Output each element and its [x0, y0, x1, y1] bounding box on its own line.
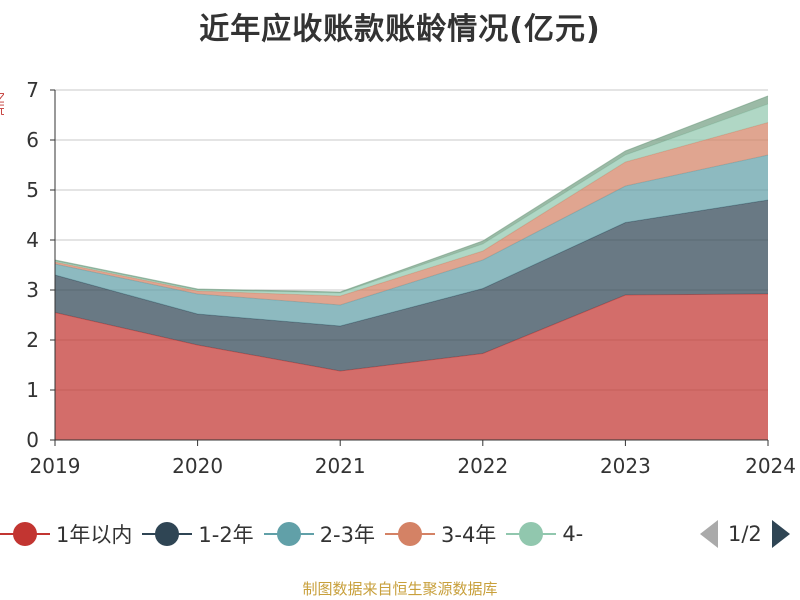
area-series-2	[55, 155, 768, 326]
legend-label: 4-	[562, 522, 584, 546]
legend-item[interactable]: 3-4年	[385, 519, 496, 549]
axes: 0 1 2 3 4 5 6 7 2019 2020 2021 2022 2023 2024	[26, 78, 796, 478]
y-axis-unit-label: 亿元	[0, 92, 4, 138]
x-tick-label: 2022	[457, 454, 508, 478]
y-tick-label: 2	[26, 328, 39, 352]
y-tick-label: 6	[26, 128, 39, 152]
legend-label: 2-3年	[319, 523, 375, 547]
legend-marker-icon	[385, 521, 435, 547]
area-series-0	[55, 294, 768, 440]
area-series-line-5	[54, 95, 769, 293]
legend-label: 1-2年	[198, 523, 254, 547]
chart-title: 近年应收账款账龄情况(亿元)	[199, 12, 601, 47]
legend-item[interactable]: 1-2年	[142, 519, 254, 549]
y-tick-label: 7	[26, 78, 39, 102]
x-tick-label: 2023	[600, 454, 651, 478]
x-tick-label: 2021	[315, 454, 366, 478]
legend-item[interactable]: 1年以内	[0, 519, 132, 549]
y-tick-label: 3	[26, 278, 39, 302]
y-tick-label: 5	[26, 178, 39, 202]
area-series-1	[55, 200, 768, 371]
y-tick-label: 4	[26, 228, 39, 252]
legend-pager: 1/2	[700, 516, 790, 552]
y-tick-label: 0	[26, 428, 39, 452]
legend-item[interactable]: 4-	[506, 521, 583, 547]
legend-marker-icon	[142, 521, 193, 547]
legend-page-indicator: 1/2	[728, 522, 762, 546]
legend-next-page-icon[interactable]	[771, 520, 790, 548]
x-tick-label: 2024	[745, 454, 796, 478]
legend-label: 1年以内	[56, 523, 133, 547]
y-tick-label: 1	[26, 378, 39, 402]
legend: 1年以内 1-2年 2-3年 3-4年 4-	[0, 516, 800, 552]
legend-marker-icon	[506, 521, 557, 547]
x-tick-label: 2020	[172, 454, 223, 478]
area-series-group	[54, 95, 769, 440]
x-tick-label: 2019	[30, 454, 81, 478]
legend-marker-icon	[0, 521, 50, 547]
legend-item[interactable]: 2-3年	[263, 519, 375, 549]
data-source-footer: 制图数据来自恒生聚源数据库	[302, 580, 498, 598]
legend-marker-icon	[263, 521, 314, 547]
legend-label: 3-4年	[441, 523, 497, 547]
legend-prev-page-icon[interactable]	[700, 520, 718, 548]
